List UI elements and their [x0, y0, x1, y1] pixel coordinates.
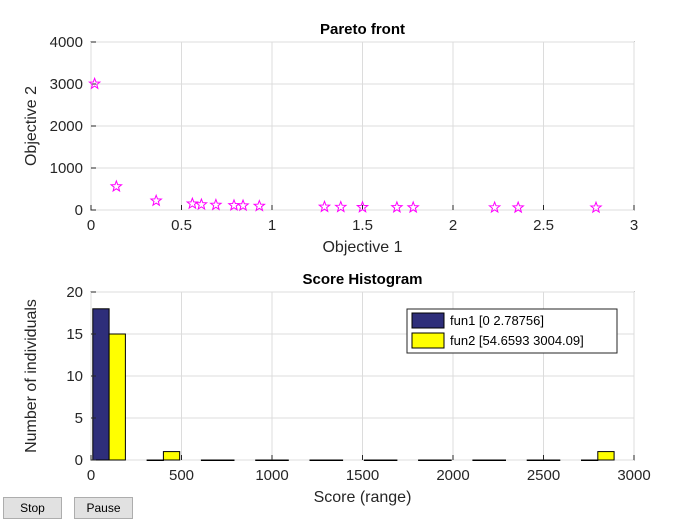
pareto-point [589, 200, 603, 214]
x-tick-label: 1.5 [352, 217, 373, 234]
pareto-point [109, 179, 123, 193]
histogram-bar-fun2 [543, 459, 561, 461]
stop-button[interactable]: Stop [3, 497, 62, 519]
x-tick-label: 1000 [255, 467, 288, 484]
score-histogram-plot: 0 500 1000 1500 2000 2500 3000 0 5 10 15 20 Score H… [23, 271, 651, 506]
histogram-ticks: 0 500 1000 1500 2000 2500 3000 0 5 10 15 20 [66, 284, 650, 484]
histogram-bar-fun1 [363, 459, 382, 461]
pareto-point [488, 200, 502, 214]
pareto-point [511, 200, 525, 214]
y-tick-label: 0 [75, 202, 83, 219]
x-tick-label: 2 [449, 217, 457, 234]
pareto-point [149, 193, 163, 207]
pareto-point [355, 200, 370, 213]
x-tick-label: 3 [630, 217, 638, 234]
histogram-bar-fun1 [526, 459, 545, 461]
pareto-point [334, 200, 348, 213]
x-tick-label: 1 [268, 217, 276, 234]
x-tick-label: 0 [87, 217, 95, 234]
pareto-point [236, 198, 250, 212]
x-tick-label: 2500 [527, 467, 560, 484]
histogram-legend: fun1 [0 2.78756] fun2 [54.6593 3004.09] [406, 308, 618, 354]
histogram-y-label: Number of individuals [23, 299, 40, 453]
x-tick-label: 0 [87, 467, 95, 484]
pareto-point [317, 199, 332, 213]
histogram-bar-fun1 [92, 308, 110, 461]
x-tick-label: 500 [169, 467, 194, 484]
histogram-bar-fun2 [271, 459, 289, 461]
legend-label-fun1: fun1 [0 2.78756] [450, 313, 544, 328]
histogram-bar-fun1 [200, 459, 219, 461]
pareto-point [194, 197, 209, 211]
pareto-x-label: Objective 1 [322, 239, 402, 256]
histogram-bar-fun1 [581, 459, 599, 461]
histogram-bar-fun1 [418, 459, 436, 461]
legend-swatch-fun1 [411, 312, 445, 329]
legend-label-fun2: fun2 [54.6593 3004.09] [450, 333, 584, 348]
histogram-title: Score Histogram [302, 271, 422, 288]
pareto-point [406, 200, 420, 214]
pareto-point [88, 76, 102, 90]
histogram-bar-fun2 [488, 459, 506, 461]
histogram-x-label: Score (range) [314, 489, 412, 506]
histogram-bar-fun2 [597, 451, 615, 461]
x-tick-label: 2000 [436, 467, 469, 484]
y-tick-label: 20 [66, 284, 83, 301]
y-tick-label: 10 [66, 368, 83, 385]
histogram-bar-fun2 [108, 333, 126, 461]
histogram-bars [92, 308, 615, 461]
y-tick-label: 0 [75, 452, 83, 469]
pareto-ticks: 0 0.5 1 1.5 2 2.5 3 0 1000 2000 3000 4000 [50, 34, 639, 234]
y-tick-label: 4000 [50, 34, 83, 51]
pareto-point [252, 199, 266, 212]
histogram-bar-fun2 [325, 459, 344, 461]
y-tick-label: 5 [75, 410, 83, 427]
y-tick-label: 15 [66, 326, 83, 343]
histogram-bar-fun2 [434, 459, 452, 461]
y-tick-label: 2000 [50, 118, 83, 135]
x-tick-label: 2.5 [533, 217, 554, 234]
y-tick-label: 1000 [50, 160, 83, 177]
x-tick-label: 3000 [617, 467, 650, 484]
pareto-point [209, 198, 223, 211]
histogram-bar-fun2 [380, 459, 398, 461]
pareto-points [88, 76, 603, 214]
histogram-bar-fun1 [309, 459, 327, 461]
histogram-bar-fun2 [162, 451, 181, 461]
pareto-front-plot: 0 0.5 1 1.5 2 2.5 3 0 1000 2000 3000 4000 Pareto fr… [23, 21, 638, 256]
pareto-point [390, 200, 404, 214]
histogram-bar-fun2 [217, 459, 235, 461]
pareto-y-label: Objective 2 [23, 86, 40, 166]
y-tick-label: 3000 [50, 76, 83, 93]
pareto-point [185, 196, 199, 210]
pareto-title: Pareto front [320, 21, 405, 38]
x-tick-label: 0.5 [171, 217, 192, 234]
histogram-bar-fun1 [472, 459, 490, 461]
x-tick-label: 1500 [346, 467, 379, 484]
legend-swatch-fun2 [411, 332, 445, 349]
histogram-bar-fun1 [255, 459, 273, 461]
pause-button[interactable]: Pause [74, 497, 133, 519]
histogram-bar-fun1 [146, 459, 164, 461]
pareto-grid [90, 41, 635, 211]
